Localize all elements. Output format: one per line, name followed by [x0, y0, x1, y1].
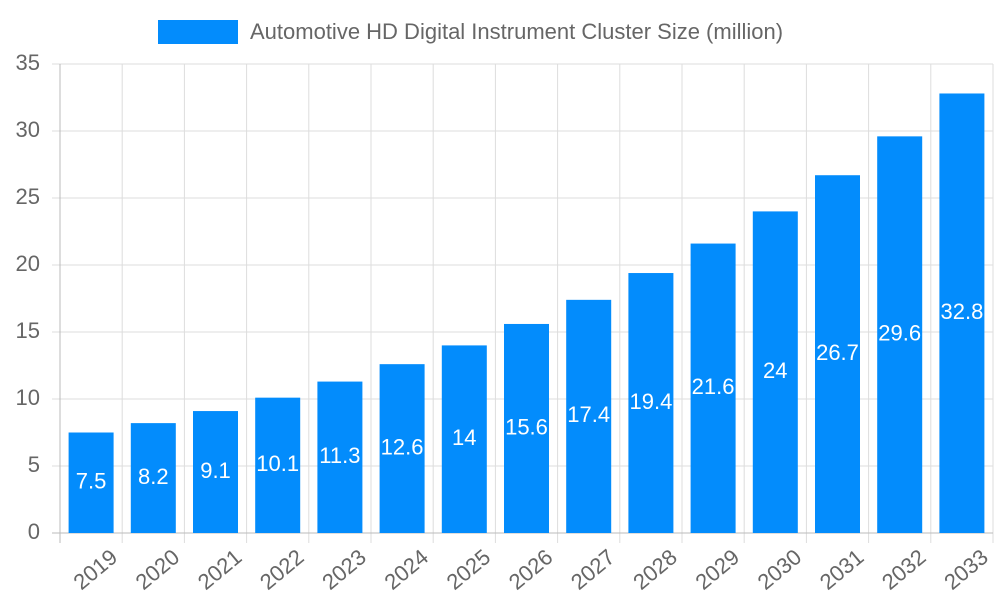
- x-tick-label: 2021: [193, 544, 247, 595]
- x-tick-label: 2026: [504, 544, 558, 595]
- bar: [628, 273, 674, 533]
- bar: [255, 397, 301, 533]
- x-tick-label: 2024: [379, 544, 433, 595]
- bar: [317, 381, 363, 533]
- x-tick-label: 2033: [939, 544, 993, 595]
- x-tick-label: 2027: [566, 544, 620, 595]
- data-label: 26.7: [816, 340, 859, 365]
- x-tick-label: 2020: [131, 544, 185, 595]
- y-tick-label: 15: [16, 318, 40, 343]
- data-label: 19.4: [629, 389, 672, 414]
- x-tick-label: 2029: [690, 544, 744, 595]
- bar: [379, 364, 425, 533]
- bar: [690, 243, 736, 533]
- x-tick-label: 2019: [68, 544, 122, 595]
- bar: [752, 211, 798, 533]
- data-label: 10.1: [256, 451, 299, 476]
- bar: [815, 175, 860, 533]
- x-tick-label: 2025: [442, 544, 496, 595]
- bar: [877, 136, 923, 534]
- x-tick-label: 2028: [628, 544, 682, 595]
- x-tick-label: 2030: [753, 544, 807, 595]
- y-tick-label: 35: [16, 50, 40, 75]
- legend-swatch: [158, 20, 238, 44]
- y-tick-label: 10: [16, 385, 40, 410]
- y-tick-label: 0: [28, 519, 40, 544]
- y-tick-label: 20: [16, 251, 40, 276]
- bar: [441, 345, 487, 533]
- y-tick-label: 25: [16, 184, 40, 209]
- bar: [566, 299, 612, 533]
- x-tick-label: 2023: [317, 544, 371, 595]
- data-label: 15.6: [505, 414, 548, 439]
- y-tick-label: 5: [28, 452, 40, 477]
- bar: [939, 93, 985, 533]
- data-label: 17.4: [567, 402, 610, 427]
- x-tick-label: 2022: [255, 544, 309, 595]
- x-tick-label: 2031: [815, 544, 869, 595]
- data-label: 9.1: [200, 458, 231, 483]
- data-label: 8.2: [138, 464, 169, 489]
- y-tick-label: 30: [16, 117, 40, 142]
- x-tick-label: 2032: [877, 544, 931, 595]
- bar: [504, 323, 549, 533]
- bar: [68, 432, 114, 533]
- bar: [130, 423, 176, 533]
- legend-label: Automotive HD Digital Instrument Cluster…: [250, 19, 783, 44]
- bar: [193, 411, 238, 533]
- data-label: 29.6: [878, 320, 921, 345]
- data-label: 12.6: [381, 434, 424, 459]
- data-label: 11.3: [319, 443, 360, 468]
- data-label: 21.6: [692, 374, 735, 399]
- data-label: 14: [452, 425, 476, 450]
- data-label: 32.8: [940, 299, 983, 324]
- data-label: 7.5: [76, 469, 107, 494]
- data-label: 24: [763, 358, 787, 383]
